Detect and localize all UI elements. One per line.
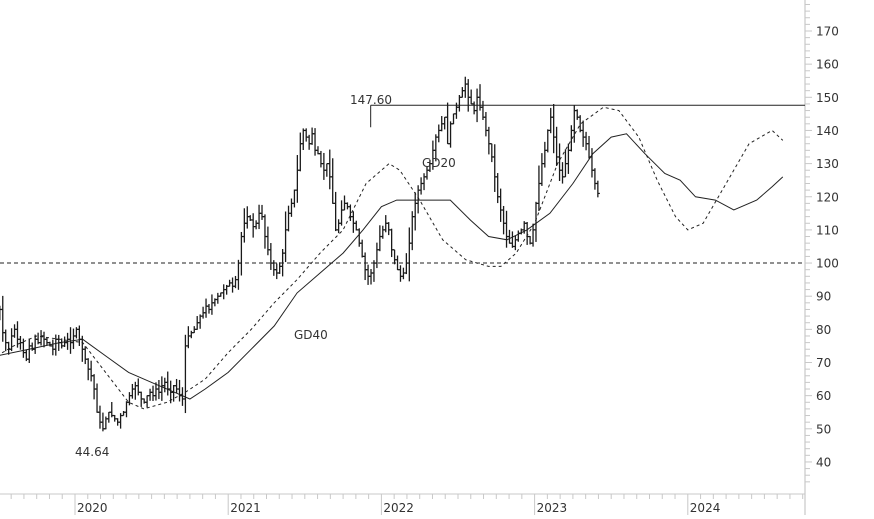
- y-tick-label: 110: [816, 223, 839, 237]
- y-axis-ticks: 40 50 60 70 80 90 100 110 120 130 140 150 160 170: [805, 3, 839, 483]
- y-tick-label: 120: [816, 190, 839, 204]
- annotations: 147.60 44.64 GD20 GD40: [75, 93, 456, 459]
- y-tick-label: 60: [816, 389, 831, 403]
- axes: 40 50 60 70 80 90 100 110 120 130 140 150 160 170 202…: [0, 0, 839, 515]
- y-tick-label: 100: [816, 257, 839, 271]
- x-tick-label: 2024: [690, 501, 721, 515]
- x-tick-label: 2023: [537, 501, 568, 515]
- y-tick-label: 80: [816, 323, 831, 337]
- y-tick-label: 50: [816, 422, 831, 436]
- y-tick-label: 140: [816, 124, 839, 138]
- moving-averages: [0, 106, 784, 410]
- price-bars: [0, 76, 600, 432]
- x-tick-label: 2020: [77, 501, 108, 515]
- gd40-label: GD40: [294, 328, 328, 342]
- x-tick-label: 2022: [383, 501, 414, 515]
- y-tick-label: 150: [816, 91, 839, 105]
- y-tick-label: 70: [816, 356, 831, 370]
- gd40-line: [0, 133, 784, 400]
- high-label: 147.60: [350, 93, 392, 107]
- gd20-label: GD20: [422, 156, 456, 170]
- y-tick-label: 160: [816, 58, 839, 72]
- gd20-line: [0, 106, 784, 410]
- y-tick-label: 40: [816, 455, 831, 469]
- y-tick-label: 130: [816, 157, 839, 171]
- y-tick-label: 90: [816, 290, 831, 304]
- x-tick-label: 2021: [230, 501, 261, 515]
- y-tick-label: 170: [816, 25, 839, 39]
- x-axis-ticks: 2020 2021 2022 2023 2024: [10, 494, 804, 515]
- horizontal-lines: [0, 104, 805, 264]
- low-label: 44.64: [75, 445, 109, 459]
